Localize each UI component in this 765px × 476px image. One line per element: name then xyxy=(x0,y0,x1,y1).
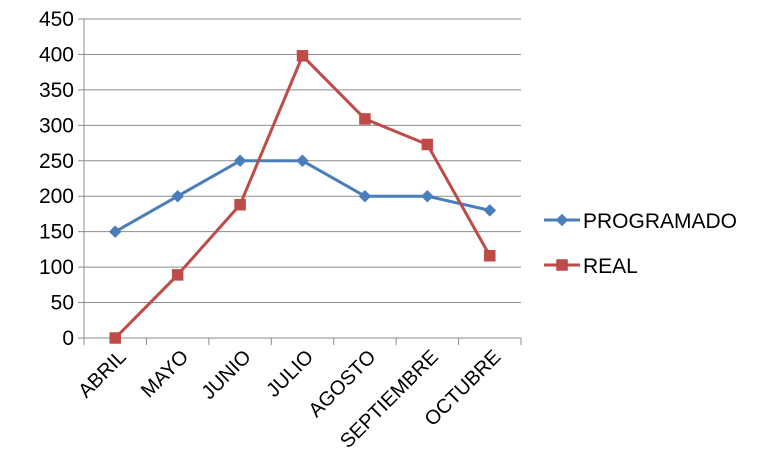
y-tick-label: 450 xyxy=(39,8,74,31)
legend-label: REAL xyxy=(583,255,638,278)
data-point-square xyxy=(359,113,371,125)
y-tick-label: 150 xyxy=(39,221,74,244)
legend-item-real: REAL xyxy=(544,255,638,278)
data-point-square xyxy=(109,332,121,344)
data-point-square xyxy=(421,138,434,151)
legend-label: PROGRAMADO xyxy=(583,210,737,233)
data-point-square xyxy=(234,198,246,211)
data-point-diamond xyxy=(483,204,497,217)
legend: PROGRAMADO REAL xyxy=(544,210,737,278)
y-tick-label: 400 xyxy=(39,43,74,66)
y-axis-tick-labels: 0 50 100 150 200 250 300 350 400 450 xyxy=(39,8,74,350)
data-point-diamond xyxy=(108,225,122,239)
data-point-diamond xyxy=(171,189,184,203)
axes xyxy=(78,18,522,345)
data-point-diamond xyxy=(358,189,372,203)
x-tick-label: ABRIL xyxy=(74,346,130,402)
y-tick-label: 250 xyxy=(39,150,74,173)
data-point-square xyxy=(296,50,309,62)
legend-item-programado: PROGRAMADO xyxy=(544,210,737,233)
data-point-diamond xyxy=(233,154,247,168)
data-point-diamond xyxy=(296,154,309,168)
x-tick-label: JUNIO xyxy=(198,346,256,404)
x-tick-label: JULIO xyxy=(262,346,318,402)
x-tick-label: MAYO xyxy=(137,346,193,402)
series-real xyxy=(109,50,496,344)
data-point-square xyxy=(484,250,496,262)
series-layer xyxy=(108,50,497,344)
legend-marker-diamond xyxy=(555,213,569,227)
y-tick-label: 350 xyxy=(39,79,74,102)
y-tick-label: 100 xyxy=(39,256,74,279)
legend-marker-square xyxy=(556,259,568,271)
data-point-square xyxy=(171,269,184,281)
series-programado xyxy=(108,154,497,239)
y-tick-label: 300 xyxy=(39,114,74,137)
y-tick-label: 50 xyxy=(51,292,74,315)
data-point-diamond xyxy=(421,189,434,203)
y-tick-label: 0 xyxy=(62,327,74,350)
x-axis-tick-labels: ABRIL MAYO JUNIO JULIOAGOSTOSEPTIEMBREOCTUB… xyxy=(74,346,505,453)
y-tick-label: 200 xyxy=(39,185,74,208)
